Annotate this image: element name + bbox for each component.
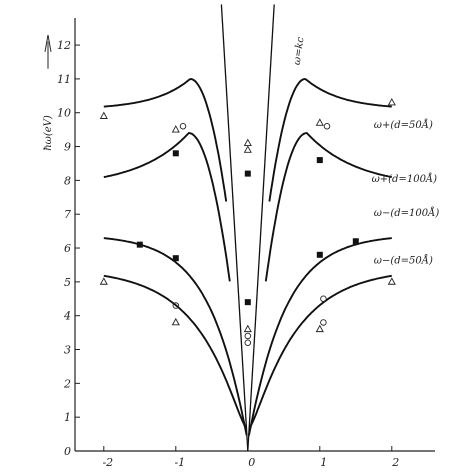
y-tick-label: 5 — [64, 276, 71, 289]
square-marker — [316, 157, 323, 164]
y-tick-label: 1 — [64, 411, 71, 424]
curve-omega-minus-50-right — [248, 274, 392, 430]
light-line-right — [247, 4, 275, 452]
triangle-marker — [315, 324, 324, 333]
square-marker — [172, 255, 179, 262]
circle-marker — [244, 332, 252, 340]
triangle-marker — [99, 277, 108, 285]
y-tick-label: 8 — [64, 174, 71, 187]
x-tick-label: -2 — [102, 456, 113, 469]
curve-omega-plus-50-left — [103, 78, 228, 202]
triangle-marker — [171, 317, 180, 326]
circle-marker — [172, 302, 180, 309]
curve-omega-plus-50-right — [268, 78, 392, 202]
circle-marker — [320, 295, 327, 303]
label-omega-minus-50: ω−(d=50Å) — [374, 254, 433, 266]
triangle-marker — [315, 118, 324, 126]
y-tick-label: 9 — [64, 141, 71, 154]
light-line-left — [220, 4, 249, 452]
curve-omega-minus-100-right — [247, 237, 392, 436]
square-marker — [172, 150, 179, 157]
curve-omega-plus-100-right — [264, 131, 392, 282]
y-tick-label: 6 — [64, 242, 71, 255]
square-marker — [244, 299, 251, 306]
x-tick-label: 1 — [320, 456, 327, 469]
y-axis-label: ħω(eV) — [43, 115, 54, 151]
curve-omega-plus-100-left — [103, 131, 231, 282]
y-tick-label: 0 — [64, 445, 71, 458]
dispersion-curves — [103, 4, 392, 452]
square-marker — [136, 241, 143, 248]
triangle-marker — [99, 111, 108, 119]
label-omega-plus-50: ω+(d=50Å) — [374, 119, 433, 131]
square-marker — [316, 251, 323, 258]
curve-omega-minus-100-left — [103, 237, 248, 436]
triangle-marker — [243, 324, 252, 333]
y-tick-label: 3 — [64, 344, 71, 357]
y-tick-label: 11 — [57, 73, 71, 86]
label-omega-minus-100: ω−(d=100Å) — [374, 207, 440, 219]
y-tick-label: 7 — [64, 208, 71, 221]
data-points — [99, 98, 396, 347]
circle-marker — [323, 122, 331, 130]
triangle-marker — [387, 277, 396, 285]
label-omega-plus-100: ω+(d=100Å) — [372, 173, 438, 185]
triangle-marker — [171, 125, 180, 133]
y-axis-arrow-head — [44, 34, 52, 52]
curve-labels: ħω(eV) ω=kc ω+(d=50Å) ω+(d=100Å) ω−(d=100Å) ω… — [43, 34, 440, 266]
x-tick-label: 2 — [391, 456, 399, 469]
y-tick-label: 4 — [63, 310, 71, 323]
circle-marker — [244, 339, 252, 347]
y-tick-label: 12 — [57, 39, 71, 52]
y-tick-label: 10 — [57, 107, 71, 120]
curve-omega-minus-50-left — [103, 274, 248, 430]
square-marker — [352, 238, 359, 245]
triangle-marker — [243, 138, 252, 147]
x-tick-label: 0 — [248, 456, 255, 469]
x-tick-label: -1 — [174, 456, 185, 469]
circle-marker — [320, 319, 327, 326]
square-marker — [244, 170, 251, 177]
label-light-line: ω=kc — [292, 36, 307, 66]
y-tick-label: 2 — [63, 377, 71, 390]
axes — [74, 18, 435, 452]
circle-marker — [179, 122, 187, 130]
triangle-marker — [387, 98, 396, 106]
triangle-marker — [243, 145, 252, 153]
